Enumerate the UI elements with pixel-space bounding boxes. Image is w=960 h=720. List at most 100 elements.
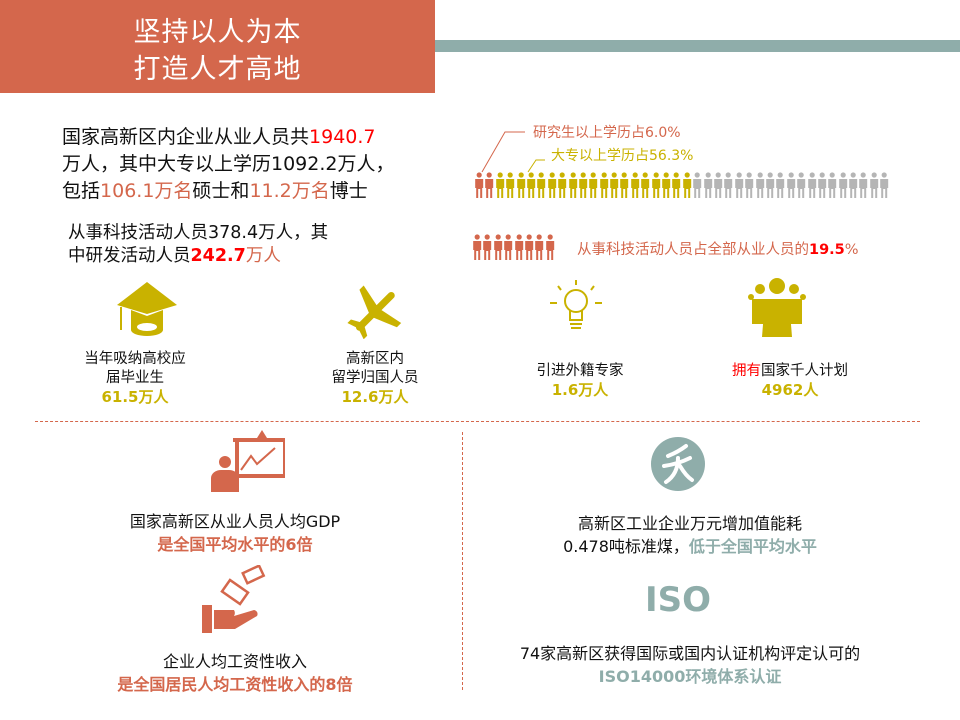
person-icon-college: [557, 172, 567, 198]
person-icon-other: [692, 172, 702, 198]
text: 国家高新区从业人员人均GDP: [129, 512, 341, 531]
money-hand-icon: [202, 565, 266, 633]
stat-value: 12.6万人: [341, 388, 409, 406]
person-icon-other: [775, 172, 785, 198]
person-icon-other: [858, 172, 868, 198]
person-icon-other: [786, 172, 796, 198]
text: 0.478吨标准煤，: [563, 537, 689, 556]
person-icon-college: [619, 172, 629, 198]
person-icon-college: [651, 172, 661, 198]
person-icon-college: [599, 172, 609, 198]
presentation-growth-icon: [211, 430, 285, 492]
person-icon-college: [630, 172, 640, 198]
text: 从事科技活动人员占全部从业人员的: [577, 242, 809, 258]
text: 国家千人计划: [761, 363, 848, 379]
text: 引进外籍专家: [536, 363, 624, 379]
person-icon-college: [526, 172, 536, 198]
person-icon-college: [609, 172, 619, 198]
sci-share-value: 19.5: [809, 242, 845, 258]
stat-returnees: 高新区内 留学归国人员 12.6万人: [300, 350, 450, 407]
person-icon-sci: [524, 234, 534, 260]
iso-logo: ISO: [644, 580, 712, 620]
wage-highlight: 是全国居民人均工资性收入的8倍: [117, 675, 353, 694]
person-icon-other: [827, 172, 837, 198]
callout-lines: [481, 131, 545, 173]
person-icon-college: [536, 172, 546, 198]
text: 74家高新区获得国际或国内认证机构评定认可的: [519, 644, 861, 663]
person-icon-college: [505, 172, 515, 198]
sci-pictogram: [472, 234, 555, 260]
person-icon-other: [723, 172, 733, 198]
text: 从事科技活动人员378.4万人，其: [68, 223, 329, 243]
person-icon-college: [516, 172, 526, 198]
education-pictogram: [474, 172, 890, 198]
text: %: [844, 242, 859, 258]
person-icon-other: [734, 172, 744, 198]
text: 中研发活动人员: [68, 246, 191, 266]
stat-foreign-experts: 引进外籍专家 1.6万人: [505, 362, 655, 400]
person-icon-other: [817, 172, 827, 198]
stat-graduates: 当年吸纳高校应 届毕业生 61.5万人: [60, 350, 210, 407]
text: 包括: [62, 180, 101, 202]
person-icon-college: [495, 172, 505, 198]
person-icon-college: [588, 172, 598, 198]
sci-share-label: 从事科技活动人员占全部从业人员的19.5%: [577, 238, 859, 259]
person-icon-college: [682, 172, 692, 198]
text: 国家高新区内企业从业人员共: [62, 126, 310, 148]
person-icon-sci: [534, 234, 544, 260]
gdp-highlight: 是全国平均水平的6倍: [157, 535, 313, 554]
iso-highlight: ISO14000环境体系认证: [598, 667, 782, 686]
person-icon-other: [755, 172, 765, 198]
airplane-icon: [347, 285, 402, 339]
header-accent-bar: [435, 40, 960, 52]
lightbulb-icon: [550, 280, 602, 329]
person-icon-college: [671, 172, 681, 198]
person-icon-sci: [482, 234, 492, 260]
person-icon-other: [848, 172, 858, 198]
person-icon-sci: [493, 234, 503, 260]
stat-value: 4962人: [761, 381, 819, 399]
stat-value: 61.5万人: [101, 388, 169, 406]
person-icon-college: [640, 172, 650, 198]
person-icon-other: [869, 172, 879, 198]
energy-highlight: 低于全国平均水平: [688, 537, 817, 556]
college-share-label: 大专以上学历占56.3%: [551, 148, 694, 164]
person-icon-college: [568, 172, 578, 198]
text: 硕士和: [192, 180, 250, 202]
person-icon-other: [796, 172, 806, 198]
research-summary: 从事科技活动人员378.4万人，其 中研发活动人员242.7万人: [68, 222, 328, 268]
stat-thousand-talents: 拥有国家千人计划 4962人: [715, 362, 865, 400]
person-icon-college: [578, 172, 588, 198]
text: 企业人均工资性收入: [162, 652, 307, 671]
energy-saving-icon: [651, 437, 705, 491]
iso-stat: 74家高新区获得国际或国内认证机构评定认可的 ISO14000环境体系认证: [470, 642, 910, 688]
person-icon-graduate: [484, 172, 494, 198]
horizontal-divider: [35, 421, 920, 422]
person-icon-other: [765, 172, 775, 198]
person-icon-graduate: [474, 172, 484, 198]
person-icon-college: [547, 172, 557, 198]
wage-stat: 企业人均工资性收入是全国居民人均工资性收入的8倍: [85, 650, 385, 696]
title-banner: 坚持以人为本 打造人才高地: [0, 0, 435, 93]
title-line-2: 打造人才高地: [133, 54, 302, 85]
person-icon-sci: [503, 234, 513, 260]
vertical-divider: [462, 432, 463, 690]
text: 高新区工业企业万元增加值能耗: [577, 514, 802, 533]
text: 拥有: [732, 363, 761, 379]
text: 高新区内: [346, 351, 404, 367]
rd-count: 242.7: [190, 246, 246, 266]
person-icon-other: [713, 172, 723, 198]
group-icon: [748, 278, 806, 337]
energy-stat: 高新区工业企业万元增加值能耗 0.478吨标准煤，低于全国平均水平: [490, 512, 890, 558]
total-employees: 1940.7: [309, 126, 376, 148]
person-icon-sci: [545, 234, 555, 260]
phd-count: 11.2万名: [249, 180, 330, 202]
graduation-cap-icon: [117, 282, 177, 336]
person-icon-other: [744, 172, 754, 198]
graduate-share-label: 研究生以上学历占6.0%: [533, 125, 681, 141]
person-icon-college: [661, 172, 671, 198]
text: 博士: [329, 180, 368, 202]
person-icon-other: [703, 172, 713, 198]
person-icon-sci: [472, 234, 482, 260]
person-icon-sci: [514, 234, 524, 260]
